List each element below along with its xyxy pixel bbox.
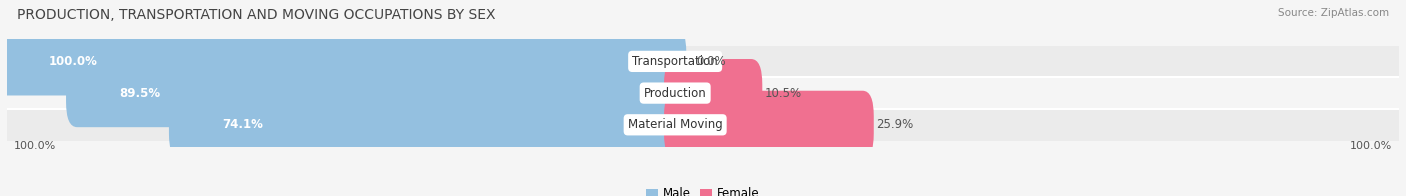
Text: 100.0%: 100.0%	[14, 141, 56, 151]
Bar	[7, 45, 1399, 77]
Text: 89.5%: 89.5%	[120, 87, 160, 100]
FancyBboxPatch shape	[664, 91, 873, 159]
Text: Source: ZipAtlas.com: Source: ZipAtlas.com	[1278, 8, 1389, 18]
FancyBboxPatch shape	[66, 59, 686, 127]
Text: 100.0%: 100.0%	[1350, 141, 1392, 151]
Text: Material Moving: Material Moving	[628, 118, 723, 131]
Text: 74.1%: 74.1%	[222, 118, 263, 131]
Text: 25.9%: 25.9%	[876, 118, 914, 131]
FancyBboxPatch shape	[169, 91, 686, 159]
FancyBboxPatch shape	[664, 59, 762, 127]
Text: PRODUCTION, TRANSPORTATION AND MOVING OCCUPATIONS BY SEX: PRODUCTION, TRANSPORTATION AND MOVING OC…	[17, 8, 495, 22]
Text: Production: Production	[644, 87, 707, 100]
FancyBboxPatch shape	[0, 27, 686, 95]
Text: 100.0%: 100.0%	[49, 55, 97, 68]
Text: Transportation: Transportation	[633, 55, 718, 68]
Bar	[7, 109, 1399, 141]
Text: 10.5%: 10.5%	[765, 87, 803, 100]
Legend: Male, Female: Male, Female	[647, 187, 759, 196]
Bar	[7, 77, 1399, 109]
Text: 0.0%: 0.0%	[696, 55, 725, 68]
